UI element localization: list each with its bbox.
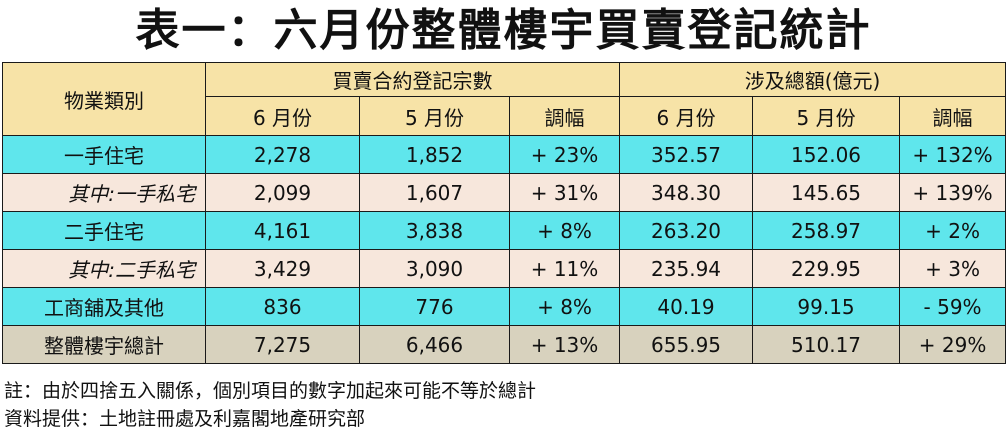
- count-change-cell: + 8%: [508, 287, 621, 326]
- count-jun-cell: 836: [205, 287, 360, 326]
- table-header-row: 物業類別 買賣合約登記宗數 涉及總額(億元): [2, 62, 1007, 136]
- header-count-jun: 6 月份: [205, 96, 360, 136]
- header-count-may: 5 月份: [359, 96, 510, 136]
- count-jun-cell: 2,099: [205, 173, 360, 212]
- rounding-note: 註：由於四捨五入關係，個別項目的數字加起來可能不等於總計: [4, 380, 537, 402]
- row-label: 其中:一手私宅: [2, 173, 206, 212]
- count-may-cell: 3,090: [359, 249, 510, 288]
- count-change-cell: + 13%: [508, 325, 621, 364]
- header-group-count: 買賣合約登記宗數: [204, 62, 621, 97]
- row-label: 其中:二手私宅: [2, 249, 206, 288]
- value-change-cell: + 2%: [899, 211, 1007, 250]
- count-jun-cell: 4,161: [205, 211, 360, 250]
- count-jun-cell: 7,275: [205, 325, 360, 364]
- value-change-cell: + 3%: [899, 249, 1007, 288]
- table-row: 一手住宅 2,278 1,852 + 23% 352.57 152.06 + 1…: [2, 135, 1007, 174]
- value-change-cell: - 59%: [899, 287, 1007, 326]
- count-may-cell: 6,466: [359, 325, 510, 364]
- row-label: 一手住宅: [2, 135, 206, 174]
- count-may-cell: 1,607: [359, 173, 510, 212]
- footnotes: 註：由於四捨五入關係，個別項目的數字加起來可能不等於總計 資料提供：土地註冊處及…: [4, 377, 536, 433]
- value-jun-cell: 348.30: [619, 173, 754, 212]
- row-label: 工商舖及其他: [2, 287, 206, 326]
- table-subheader-row: 6 月份 5 月份 調幅 6 月份 5 月份 調幅: [3, 96, 1007, 136]
- count-jun-cell: 3,429: [205, 249, 360, 288]
- value-change-cell: + 139%: [899, 173, 1007, 212]
- header-value-jun: 6 月份: [619, 96, 754, 136]
- count-jun-cell: 2,278: [205, 135, 360, 174]
- table-row: 其中:一手私宅 2,099 1,607 + 31% 348.30 145.65 …: [2, 173, 1007, 212]
- header-value-may: 5 月份: [752, 96, 901, 136]
- row-label: 二手住宅: [2, 211, 206, 250]
- row-label: 整體樓宇總計: [2, 325, 206, 364]
- page-title: 表一：六月份整體樓宇買賣登記統計: [135, 5, 872, 56]
- value-may-cell: 99.15: [752, 287, 901, 326]
- header-value-change: 調幅: [899, 96, 1007, 136]
- value-may-cell: 145.65: [752, 173, 901, 212]
- count-change-cell: + 31%: [508, 173, 621, 212]
- source-note: 資料提供：土地註冊處及利嘉閣地產研究部: [4, 408, 366, 430]
- count-may-cell: 1,852: [359, 135, 510, 174]
- header-count-change: 調幅: [508, 96, 621, 136]
- header-category: 物業類別: [2, 62, 206, 136]
- count-change-cell: + 23%: [508, 135, 621, 174]
- value-jun-cell: 655.95: [619, 325, 754, 364]
- count-change-cell: + 8%: [508, 211, 621, 250]
- total-row: 整體樓宇總計 7,275 6,466 + 13% 655.95 510.17 +…: [2, 325, 1007, 364]
- value-jun-cell: 40.19: [619, 287, 754, 326]
- count-change-cell: + 11%: [508, 249, 621, 288]
- value-jun-cell: 352.57: [619, 135, 754, 174]
- value-may-cell: 229.95: [752, 249, 901, 288]
- table-row: 二手住宅 4,161 3,838 + 8% 263.20 258.97 + 2%: [2, 211, 1007, 250]
- table-row: 工商舖及其他 836 776 + 8% 40.19 99.15 - 59%: [2, 287, 1007, 326]
- count-may-cell: 776: [359, 287, 510, 326]
- value-jun-cell: 235.94: [619, 249, 754, 288]
- value-may-cell: 258.97: [752, 211, 901, 250]
- value-may-cell: 152.06: [752, 135, 901, 174]
- value-jun-cell: 263.20: [619, 211, 754, 250]
- count-may-cell: 3,838: [359, 211, 510, 250]
- stats-table: 物業類別 買賣合約登記宗數 涉及總額(億元) 6 月份 5 月份 調幅 6 月份…: [2, 62, 1007, 364]
- table-row: 其中:二手私宅 3,429 3,090 + 11% 235.94 229.95 …: [2, 249, 1007, 288]
- value-change-cell: + 29%: [899, 325, 1007, 364]
- value-change-cell: + 132%: [899, 135, 1007, 174]
- header-group-value: 涉及總額(億元): [619, 62, 1007, 97]
- value-may-cell: 510.17: [752, 325, 901, 364]
